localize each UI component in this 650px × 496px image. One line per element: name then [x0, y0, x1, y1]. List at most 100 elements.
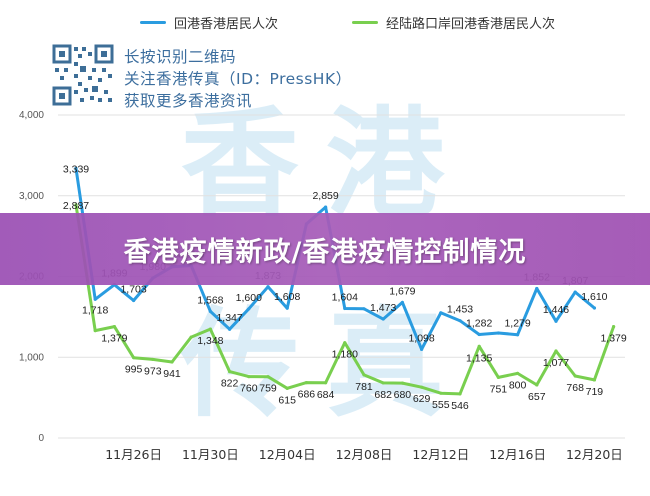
- legend-label-series2: 经陆路口岸回港香港居民人次: [386, 16, 556, 32]
- data-label-1: 1,347: [216, 312, 242, 324]
- data-label-1: 1,604: [332, 291, 358, 303]
- data-point-1: [496, 331, 500, 335]
- data-label-1: 1,679: [389, 285, 415, 297]
- data-label-2: 1,379: [101, 333, 127, 345]
- data-point-1: [362, 307, 366, 311]
- x-tick-label: 12月16日: [489, 447, 546, 462]
- x-tick-label: 12月20日: [566, 447, 623, 462]
- data-label-2: 995: [125, 364, 143, 376]
- watermark-logo-char: 港: [326, 95, 445, 233]
- data-point-2: [247, 375, 251, 379]
- data-label-2: 719: [586, 386, 604, 398]
- data-label-1: 1,453: [447, 304, 473, 316]
- data-label-2: 768: [566, 382, 584, 394]
- data-label-2: 684: [317, 389, 335, 401]
- data-point-1: [535, 286, 539, 291]
- data-point-1: [516, 333, 520, 337]
- title-banner: 香港疫情新政/香港疫情控制情况: [0, 213, 650, 285]
- data-point-1: [266, 285, 270, 289]
- data-point-1: [208, 309, 212, 313]
- data-point-2: [93, 329, 97, 333]
- data-point-2: [132, 356, 136, 360]
- data-label-2: 800: [509, 379, 527, 391]
- data-point-1: [400, 300, 404, 305]
- data-point-1: [592, 306, 597, 310]
- data-point-2: [324, 381, 328, 385]
- data-point-2: [304, 381, 308, 385]
- data-label-2: 941: [163, 368, 181, 380]
- data-label-2: 1,348: [197, 335, 223, 347]
- data-label-2: 686: [298, 389, 316, 401]
- data-label-1: 1,473: [370, 302, 396, 314]
- data-label-2: 546: [451, 400, 469, 412]
- data-point-1: [285, 306, 289, 310]
- data-point-2: [496, 375, 500, 379]
- data-point-2: [189, 335, 193, 339]
- watermark-logo-char: 香: [181, 95, 299, 233]
- legend-label-series1: 回港香港居民人次: [174, 16, 279, 32]
- data-point-2: [477, 344, 481, 348]
- data-point-1: [554, 319, 558, 323]
- data-point-2: [612, 325, 616, 329]
- data-label-2: 973: [144, 365, 162, 377]
- data-label-1: 1,282: [466, 317, 492, 329]
- data-point-1: [477, 332, 481, 337]
- data-point-1: [324, 205, 328, 209]
- promo-line-1: 长按识别二维码: [124, 48, 237, 66]
- data-label-2: 781: [355, 381, 373, 393]
- data-label-2: 1,077: [543, 357, 569, 369]
- data-point-2: [170, 360, 174, 364]
- data-label-1: 1,703: [120, 283, 146, 295]
- y-tick-label: 1,000: [19, 352, 44, 363]
- data-label-1: 1,446: [543, 304, 569, 316]
- data-label-1: 1,600: [236, 292, 262, 304]
- data-label-2: 680: [394, 389, 412, 401]
- y-tick-label: 4,000: [19, 110, 44, 121]
- data-label-1: 3,339: [63, 163, 89, 175]
- x-tick-label: 12月08日: [336, 447, 393, 462]
- x-tick-label: 12月04日: [259, 447, 316, 462]
- promo-text: 长按识别二维码 关注香港传真（ID：PressHK） 获取更多香港资讯: [124, 46, 352, 112]
- data-point-1: [132, 298, 136, 303]
- data-point-2: [266, 375, 270, 379]
- data-point-2: [381, 381, 385, 385]
- data-point-2: [343, 341, 347, 345]
- data-point-2: [573, 374, 577, 378]
- data-point-2: [228, 370, 232, 374]
- data-point-2: [439, 391, 443, 395]
- data-label-1: 1,718: [82, 304, 108, 316]
- data-point-2: [420, 385, 424, 389]
- data-label-2: 555: [432, 399, 450, 411]
- data-point-1: [573, 290, 577, 294]
- data-point-2: [74, 203, 78, 207]
- data-point-2: [112, 325, 116, 329]
- data-label-2: 759: [259, 383, 277, 395]
- data-point-1: [439, 311, 443, 315]
- data-label-2: 629: [413, 393, 431, 405]
- data-point-2: [151, 357, 155, 362]
- data-point-1: [458, 319, 462, 323]
- data-label-2: 751: [490, 383, 508, 395]
- promo-line-2: 关注香港传真（ID：PressHK）: [124, 70, 352, 88]
- data-label-2: 657: [528, 391, 546, 403]
- data-label-2: 682: [374, 389, 392, 401]
- data-point-1: [343, 306, 347, 311]
- data-point-2: [285, 386, 289, 390]
- data-point-2: [362, 373, 366, 377]
- data-label-2: 1,379: [600, 333, 626, 345]
- data-label-2: 1,180: [332, 349, 358, 361]
- data-label-1: 1,568: [197, 294, 223, 306]
- data-point-2: [592, 378, 597, 382]
- data-point-1: [381, 317, 385, 321]
- data-label-1: 1,608: [274, 291, 300, 303]
- legend-swatch-series2: [352, 20, 378, 24]
- data-label-2: 760: [240, 383, 258, 395]
- data-label-1: 1,610: [581, 291, 607, 303]
- data-label-2: 822: [221, 378, 239, 390]
- data-point-2: [535, 383, 539, 387]
- data-label-2: 1,135: [466, 352, 492, 364]
- data-point-1: [420, 347, 424, 351]
- y-tick-label: 3,000: [19, 191, 44, 202]
